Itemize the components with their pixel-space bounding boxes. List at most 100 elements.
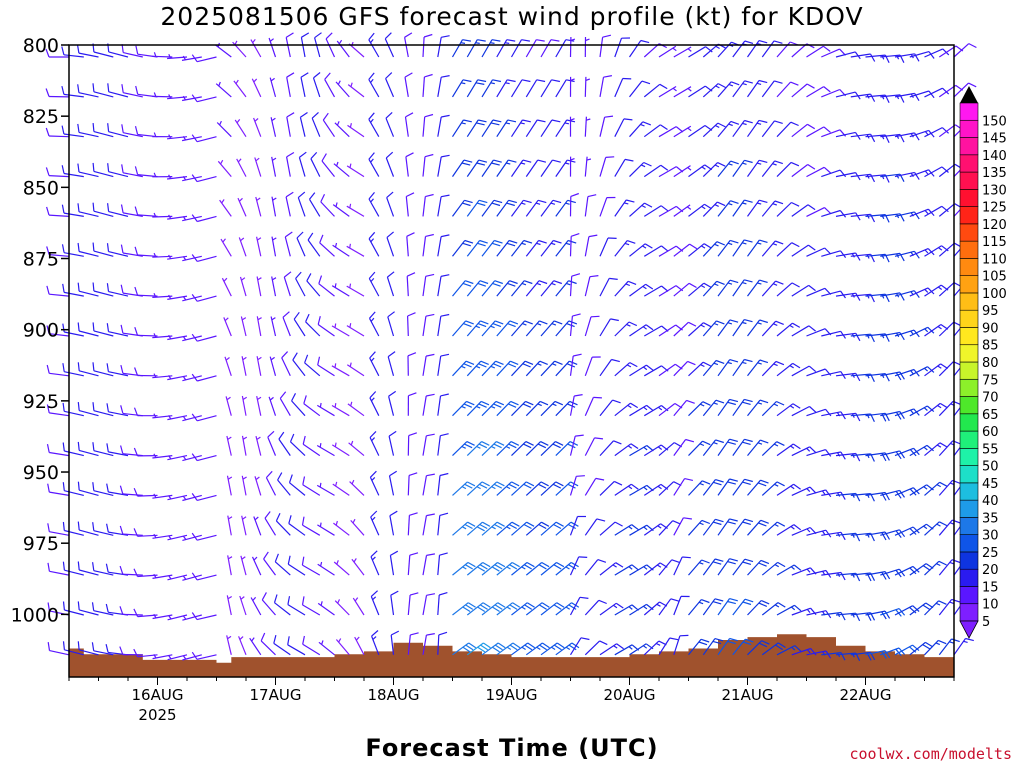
wind-barb xyxy=(835,332,861,342)
colorbar-segment xyxy=(959,551,979,570)
wind-barb xyxy=(182,614,202,621)
wind-barb xyxy=(466,481,490,496)
wind-barb xyxy=(134,327,158,337)
wind-barb xyxy=(850,133,876,143)
wind-barb xyxy=(346,203,365,217)
wind-barb xyxy=(599,643,624,656)
wind-barb xyxy=(806,86,831,98)
wind-barb xyxy=(317,356,335,377)
wind-barb xyxy=(747,279,768,297)
wind-barb xyxy=(629,39,650,58)
wind-barb xyxy=(702,518,724,536)
wind-barb xyxy=(191,94,217,103)
wind-barb xyxy=(629,243,653,257)
wind-barb xyxy=(220,238,232,257)
y-tick-label: 900 xyxy=(23,320,59,342)
wind-barb xyxy=(688,519,711,536)
wind-barb xyxy=(614,524,639,536)
wind-barb xyxy=(466,159,488,177)
wind-barb xyxy=(481,441,505,457)
terrain-layer xyxy=(69,634,954,677)
wind-barb xyxy=(422,593,436,616)
wind-barb xyxy=(92,322,114,337)
wind-barb xyxy=(938,559,961,576)
wind-barb xyxy=(106,323,129,337)
wind-barb xyxy=(251,556,262,576)
wind-barb xyxy=(511,239,533,257)
wind-barb xyxy=(287,555,306,576)
wind-barb xyxy=(702,43,727,58)
wind-barb xyxy=(369,430,380,456)
wind-barb xyxy=(91,642,114,656)
wind-barb xyxy=(46,443,70,457)
wind-barb xyxy=(673,321,697,337)
wind-barb xyxy=(747,199,768,217)
wind-barb xyxy=(791,405,817,417)
colorbar-label: 110 xyxy=(982,252,1007,267)
wind-barb xyxy=(540,159,561,177)
wind-barb xyxy=(717,279,739,297)
wind-barb xyxy=(540,199,562,217)
wind-barb xyxy=(643,124,668,138)
wind-barb xyxy=(496,481,520,496)
wind-barb xyxy=(62,482,84,496)
wind-barb xyxy=(335,638,350,656)
wind-barb xyxy=(370,510,380,536)
wind-barb xyxy=(191,612,217,621)
wind-barb xyxy=(92,162,114,178)
wind-barb xyxy=(510,39,530,58)
wind-barb xyxy=(452,320,474,337)
colorbar: 5 10 15 20 25 30 35 40 45 50 55 60 65 70 75 80 85 90 95 100… xyxy=(959,86,1007,639)
wind-barb xyxy=(227,515,233,536)
wind-barb xyxy=(320,193,335,217)
wind-barb xyxy=(77,402,99,417)
wind-barb xyxy=(368,192,380,217)
wind-barb xyxy=(525,79,546,98)
wind-barb xyxy=(437,393,449,416)
wind-barb xyxy=(658,520,681,536)
wind-barb xyxy=(422,113,434,137)
wind-barb xyxy=(909,641,934,656)
wind-barb xyxy=(466,199,488,217)
wind-barb xyxy=(135,85,158,98)
colorbar-label: 145 xyxy=(982,132,1007,147)
wind-barb xyxy=(191,174,217,183)
wind-barb xyxy=(92,402,114,417)
wind-barb xyxy=(62,402,84,417)
wind-barb xyxy=(331,442,350,457)
wind-barb xyxy=(569,273,581,297)
wind-barb xyxy=(584,437,604,456)
wind-barb xyxy=(250,596,262,616)
wind-barb xyxy=(269,77,277,98)
wind-barb xyxy=(182,574,202,581)
wind-barb xyxy=(134,286,158,297)
wind-barb xyxy=(525,360,548,377)
wind-barb xyxy=(295,271,306,297)
wind-barb xyxy=(821,250,847,258)
wind-barb xyxy=(346,163,365,178)
wind-barb xyxy=(466,280,489,297)
colorbar-label: 85 xyxy=(982,339,999,354)
x-tick-label: 22AUG xyxy=(840,686,892,704)
wind-barb xyxy=(924,560,947,576)
wind-barb xyxy=(371,630,380,656)
wind-barb xyxy=(120,405,143,417)
wind-barb xyxy=(732,319,753,337)
colorbar-label: 75 xyxy=(982,373,999,388)
wind-barb xyxy=(599,318,619,337)
wind-barb xyxy=(299,112,308,137)
wind-barb xyxy=(348,440,365,457)
wind-barb xyxy=(702,598,724,616)
wind-barb xyxy=(481,39,501,58)
wind-barb xyxy=(404,112,414,137)
wind-barb xyxy=(314,32,322,58)
wind-barb xyxy=(569,233,580,257)
wind-barb xyxy=(924,48,950,58)
wind-barb xyxy=(182,455,202,462)
wind-barb xyxy=(673,204,692,217)
wind-barb xyxy=(332,481,350,496)
colorbar-segment xyxy=(959,258,979,276)
wind-barb xyxy=(761,320,784,337)
wind-barb xyxy=(331,323,350,337)
wind-barb xyxy=(466,602,491,616)
